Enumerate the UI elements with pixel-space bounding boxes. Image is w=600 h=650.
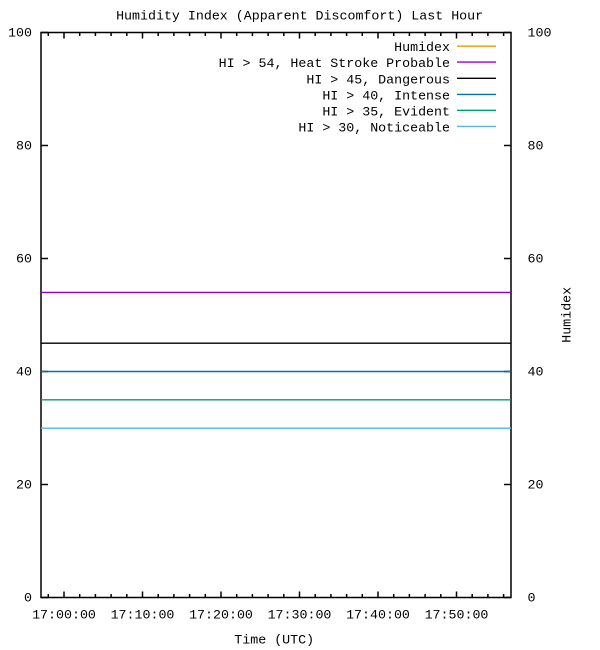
svg-text:20: 20 [528, 478, 544, 493]
svg-text:17:20:00: 17:20:00 [189, 608, 253, 623]
svg-text:40: 40 [16, 365, 32, 380]
svg-text:60: 60 [528, 252, 544, 267]
svg-text:Humidex: Humidex [560, 287, 575, 343]
svg-text:100: 100 [8, 26, 32, 41]
svg-text:17:00:00: 17:00:00 [32, 608, 96, 623]
svg-text:HI > 45, Dangerous: HI > 45, Dangerous [306, 72, 450, 87]
svg-text:17:30:00: 17:30:00 [268, 608, 332, 623]
svg-text:17:40:00: 17:40:00 [346, 608, 410, 623]
svg-text:100: 100 [528, 26, 552, 41]
svg-text:17:10:00: 17:10:00 [111, 608, 175, 623]
svg-text:Humidex: Humidex [394, 40, 450, 55]
svg-text:17:50:00: 17:50:00 [425, 608, 489, 623]
svg-text:80: 80 [16, 139, 32, 154]
svg-text:40: 40 [528, 365, 544, 380]
svg-text:0: 0 [24, 591, 32, 606]
svg-text:Time (UTC): Time (UTC) [234, 632, 314, 647]
svg-text:0: 0 [528, 591, 536, 606]
svg-text:HI > 35, Evident: HI > 35, Evident [322, 104, 450, 119]
svg-text:20: 20 [16, 478, 32, 493]
svg-text:HI > 40, Intense: HI > 40, Intense [322, 88, 450, 103]
svg-text:Humidity Index (Apparent Disco: Humidity Index (Apparent Discomfort) Las… [116, 9, 483, 24]
svg-text:80: 80 [528, 139, 544, 154]
svg-text:HI > 54, Heat Stroke Probable: HI > 54, Heat Stroke Probable [219, 56, 450, 71]
svg-text:60: 60 [16, 252, 32, 267]
svg-text:HI > 30, Noticeable: HI > 30, Noticeable [298, 120, 450, 135]
